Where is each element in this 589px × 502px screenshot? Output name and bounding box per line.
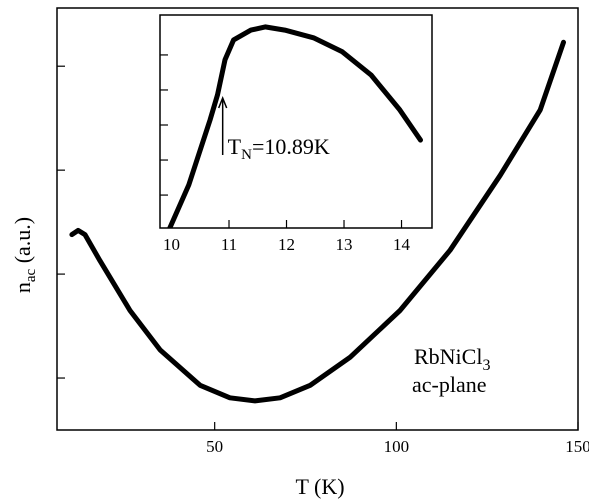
- x-tick-label: 13: [336, 235, 353, 254]
- x-tick-label: 11: [221, 235, 237, 254]
- annotation-suffix: =10.89K: [252, 134, 330, 159]
- x-tick-label: 100: [384, 437, 410, 456]
- plane-label: ac-plane: [412, 372, 487, 397]
- main-chart: 50 100 150: [56, 7, 589, 456]
- plot-frame: [159, 14, 433, 229]
- y-axis-label: nac (a.u.): [10, 217, 39, 293]
- x-tick-label: 12: [278, 235, 295, 254]
- sample-label: RbNiCl3: [414, 344, 490, 374]
- x-axis-label: T (K): [295, 474, 344, 499]
- x-tick-label: 50: [206, 437, 223, 456]
- x-tick-label: 10: [163, 235, 180, 254]
- annotation: TN=10.89K: [228, 134, 330, 163]
- annotation-main: T: [228, 134, 242, 159]
- plot-frame: [56, 7, 579, 431]
- inset-chart: 10 11 12 13 14 TN=10.89K: [159, 14, 433, 254]
- annotation-subscript: N: [241, 147, 252, 163]
- arrow-head: [217, 95, 228, 109]
- data-line: [69, 39, 566, 404]
- data-line: [167, 24, 423, 228]
- x-tick-label: 14: [393, 235, 411, 254]
- x-tick-label: 150: [565, 437, 589, 456]
